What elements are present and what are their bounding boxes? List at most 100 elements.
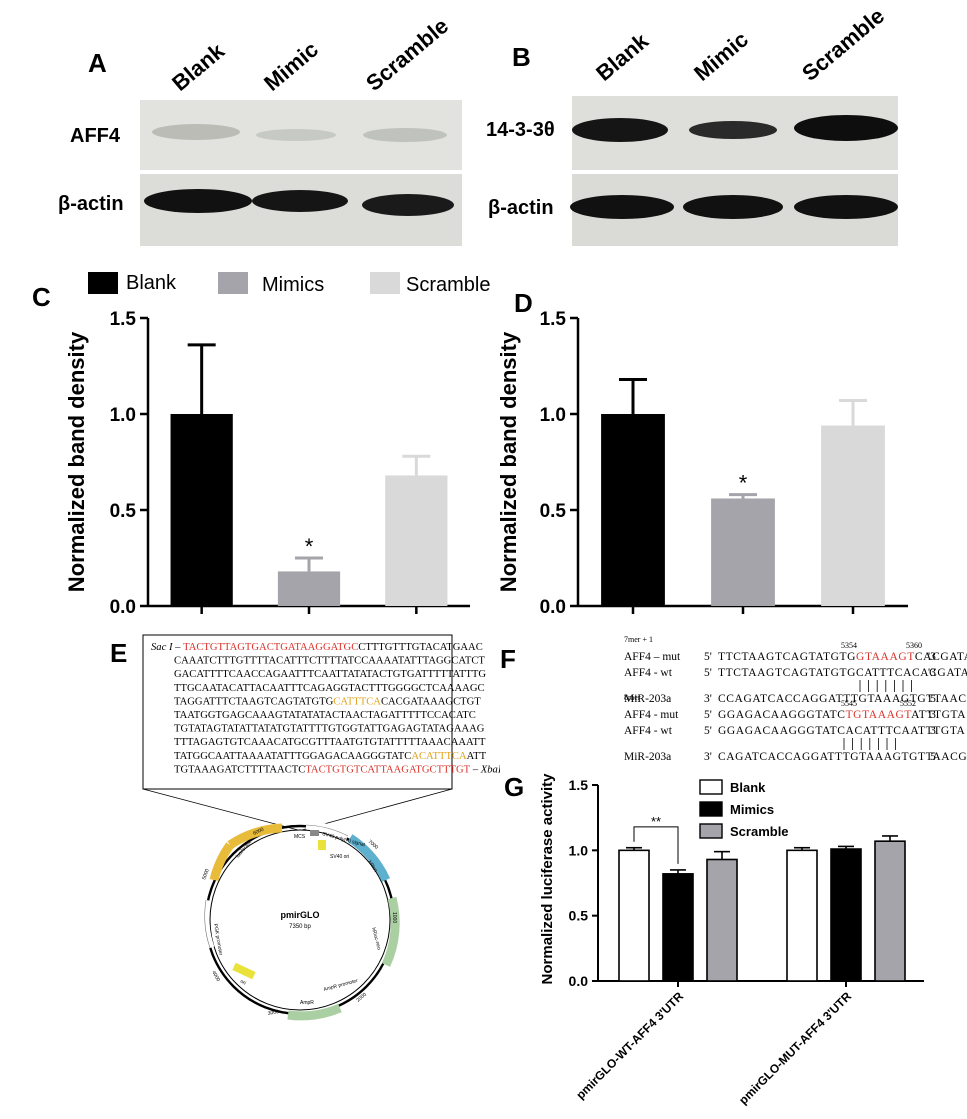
band-1433-mimic	[689, 121, 777, 139]
alignment-row-name: MiR-203a	[624, 751, 671, 763]
legend-label-blank: Blank	[126, 272, 177, 294]
band-1433-blank	[572, 118, 668, 142]
sequence-line: TTGCAATACATTACAATTTCAGAGGTACTTTGGGGCTCAA…	[174, 683, 485, 694]
alignment-row-end5: 3'	[704, 751, 712, 763]
alignment-row-name: MiR-203a	[624, 693, 671, 705]
alignment-row-end5: 5'	[704, 709, 712, 721]
sequence-line: TGTAAAGATCTTTTAACTCTACTGTGTCATTAAGATGCTT…	[174, 764, 500, 775]
band-aff4-blank	[152, 124, 240, 140]
chart-c-ytick-label: 1.0	[110, 405, 136, 426]
tick-4000: 4000	[210, 970, 221, 983]
feature-label-ampr-promoter: AmpR promoter	[323, 978, 359, 993]
chart-g-ytick-label: 0.5	[569, 908, 589, 924]
chart-g-significance-bracket	[633, 826, 679, 864]
panel-a: A Blank Mimic Scramble AFF4 β-actin	[58, 13, 462, 246]
panel-f-label: F	[500, 644, 516, 674]
sequence-line: TAATGGTGAGCAAAGTATATATACTAACTAGATTTTTCCA…	[174, 710, 476, 721]
panel-b-row-1433: 14-3-3θ	[486, 119, 555, 141]
legend-c-d: Blank Mimics Scramble	[88, 272, 490, 296]
tick-2000: 2000	[355, 992, 368, 1004]
chart-g-category-label: pmirGLO-MUT-AFF4 3'UTR	[736, 989, 854, 1107]
chart-g-significance: **	[651, 814, 661, 829]
band-actin-b-blank	[570, 195, 674, 219]
tick-7000: 7000	[367, 839, 380, 851]
panel-b-blot-actin	[570, 174, 898, 246]
sequence-line: GACATTTTCAACCAGAATTTCAATTATATACTGTGATTTT…	[174, 669, 486, 680]
legend-swatch-mimics	[218, 272, 248, 294]
legend-label-scramble: Scramble	[406, 274, 490, 296]
legend-swatch-blank	[88, 272, 118, 294]
panel-a-blot-aff4	[140, 100, 462, 170]
chart-g-legend-label-scramble: Scramble	[730, 824, 789, 839]
sequence-line: TTTAGAGTGTCAAACATGCGTTTAATGTGTATTTTTAAAC…	[174, 737, 486, 748]
tick-5000: 5000	[201, 868, 211, 881]
chart-g-y-label: Normalized luciferase activity	[539, 773, 556, 985]
chart-g-bar-mimics	[662, 873, 694, 982]
panel-a-lane-mimic: Mimic	[259, 37, 323, 96]
alignment-row-name: AFF4 - mut	[624, 709, 679, 721]
alignment-tag: 8mer	[624, 693, 641, 702]
band-aff4-mimic	[256, 129, 336, 141]
plasmid-map: pmirGLO 7350 bp MCS SV40 poly(A) signal …	[200, 821, 400, 1021]
chart-g-legend-swatch-blank	[699, 779, 723, 795]
band-aff4-scramble	[363, 128, 447, 142]
chart-g: 0.0 0.5 1.0 1.5 Normalized luciferase activi…	[539, 773, 924, 1107]
band-actin-b-scramble	[794, 195, 898, 219]
tick-1000: 1000	[391, 912, 397, 923]
feature-label-ampr: AmpR	[300, 1000, 314, 1006]
chart-d-y-label: Normalized band density	[496, 331, 521, 592]
panel-e: E Sac I – TACTGTTAGTGACTGATAAGGATGCCTTTG…	[110, 634, 500, 1021]
feature-label-sv40-ori: SV40 ori	[330, 854, 349, 860]
panel-b-row-actin: β-actin	[488, 197, 554, 219]
tick-6000: 6000	[252, 827, 265, 837]
alignment-row-end5: 3'	[704, 693, 712, 705]
panel-a-row-aff4: AFF4	[70, 125, 121, 147]
plasmid-name: pmirGLO	[280, 910, 319, 920]
panel-b-lane-mimic: Mimic	[689, 27, 753, 86]
chart-d-ytick-label: 1.0	[540, 405, 566, 426]
band-actin-a-scramble	[362, 194, 454, 216]
panel-a-blot-actin	[140, 174, 462, 246]
chart-g-ytick-label: 0.0	[569, 973, 589, 989]
chart-g-legend-swatch-mimics	[699, 801, 723, 817]
alignment-row-end3: '5	[928, 751, 936, 763]
feature-label-hrluc-neo: hRluc-neo	[370, 927, 382, 951]
band-1433-scramble	[794, 115, 898, 141]
chart-c-bar-blank	[170, 414, 233, 606]
alignment-position: 5552	[900, 699, 916, 708]
sequence-line: Sac I – TACTGTTAGTGACTGATAAGGATGCCTTTGTT…	[151, 642, 483, 653]
panel-b-label: B	[512, 42, 531, 72]
alignment-row-seq: CCAGATCACCAGGATTTGTAAAGTGTTAACG	[718, 693, 967, 705]
sequence-box	[142, 634, 453, 790]
feature-label-pgk: PGK promoter	[212, 923, 224, 956]
panel-a-label: A	[88, 48, 107, 78]
alignment-row-end5: 5'	[704, 725, 712, 737]
panel-e-label: E	[110, 638, 127, 668]
alignment-row-seq: TTCTAAGTCAGTATGTGCATTTCACACGATA	[718, 667, 967, 679]
chart-d-bar-blank	[601, 414, 665, 606]
panel-c-label: C	[32, 282, 51, 312]
feature-hrluc-neo	[381, 896, 400, 967]
sequence-line: TGTATAGTATATTATATGTATTTTGTGGTATTGAGAGTAT…	[174, 724, 485, 735]
alignment-7mer: 7mer + 1 5354 5360 AFF4 – mut 5' TTCTAAGTCAGT…	[624, 635, 967, 705]
alignment-row-name: AFF4 - wt	[624, 667, 673, 679]
chart-g-bar-scramble	[706, 858, 738, 982]
chart-c-bar-mimics	[277, 571, 341, 606]
chart-g-ytick-label: 1.5	[569, 777, 589, 793]
legend-swatch-scramble	[370, 272, 400, 294]
chart-g-bar-mimics	[830, 848, 862, 982]
alignment-row-end3: '3	[928, 725, 936, 737]
chart-c: 0.0 0.5 1.0 1.5 Normalized band density *	[64, 309, 470, 618]
chart-d-bar-mimics	[711, 498, 775, 606]
band-actin-b-mimic	[683, 195, 783, 219]
chart-c-significance: *	[305, 534, 314, 559]
panel-d-label: D	[514, 288, 533, 318]
chart-g-bar-scramble	[874, 840, 906, 982]
band-actin-a-mimic	[252, 190, 348, 212]
chart-d-ytick-label: 0.0	[540, 597, 566, 618]
chart-c-ytick-label: 1.5	[110, 309, 137, 330]
chart-c-ytick-label: 0.5	[110, 501, 137, 522]
feature-luciferase	[227, 823, 283, 849]
feature-label-ori: ori	[239, 979, 247, 987]
panel-b-lane-scramble: Scramble	[797, 3, 889, 86]
